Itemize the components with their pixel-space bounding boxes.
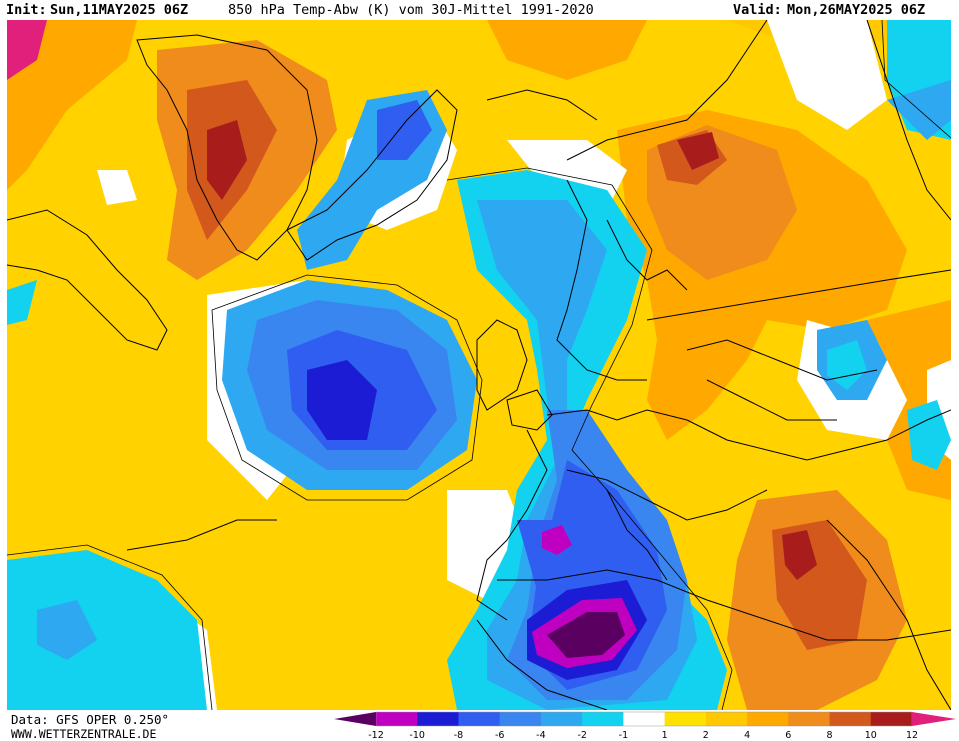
coastlines	[7, 20, 951, 710]
colorbar-tick-label: -12	[368, 730, 384, 741]
colorbar-tick-label: -2	[577, 730, 587, 741]
data-source: Data: GFS OPER 0.250°	[11, 712, 170, 727]
colorbar-low-end	[334, 712, 376, 726]
colorbar-bin	[664, 712, 707, 726]
map-footer: Data: GFS OPER 0.250° WWW.WETTERZENTRALE…	[0, 710, 959, 741]
colorbar-tick-label: 8	[826, 730, 833, 741]
colorbar-tick-label: 4	[744, 730, 751, 741]
map-title: 850 hPa Temp-Abw (K) vom 30J-Mittel 1991…	[228, 2, 594, 18]
colorbar-tick-label: -8	[453, 730, 464, 741]
colorbar-bin	[623, 712, 665, 726]
colorbar-tick-label: 2	[702, 730, 709, 741]
colorbar-bin	[417, 712, 459, 726]
zero-contours	[7, 20, 951, 710]
colorbar-high-end	[912, 712, 956, 726]
colorbar-bin	[499, 712, 542, 726]
colorbar-bin	[540, 712, 583, 726]
colorbar-tick-label: -10	[409, 730, 425, 741]
colorbar-tick-label: -4	[536, 730, 546, 741]
map-canvas	[7, 20, 951, 710]
valid-time: Mon,26MAY2025 06Z	[787, 2, 926, 18]
colorbar-tick-label: 1	[661, 730, 668, 741]
anomaly-map	[7, 20, 951, 710]
colorbar-bin	[870, 712, 913, 726]
colorbar-tick-label: 12	[905, 730, 919, 741]
colorbar-bin	[747, 712, 789, 726]
map-header: Init: Sun,11MAY2025 06Z 850 hPa Temp-Abw…	[0, 0, 959, 20]
valid-label: Valid:	[733, 2, 782, 18]
colorbar-tick-label: -6	[494, 730, 505, 741]
colorbar-bin	[458, 712, 500, 726]
colorbar-tick-label: 10	[864, 730, 877, 741]
colorbar-bin	[376, 712, 418, 726]
colorbar-bin	[829, 712, 872, 726]
colorbar-tick-label: -1	[618, 730, 629, 741]
website-credit: WWW.WETTERZENTRALE.DE	[11, 727, 157, 741]
colorbar	[334, 711, 956, 727]
init-time: Sun,11MAY2025 06Z	[50, 2, 189, 18]
cold-anomaly-layer	[7, 20, 951, 710]
warm-anomaly-layer	[7, 20, 951, 710]
colorbar-bin	[788, 712, 830, 726]
colorbar-bin	[582, 712, 624, 726]
colorbar-bin	[705, 712, 748, 726]
init-label: Init:	[6, 2, 47, 18]
colorbar-tick-label: 6	[785, 730, 792, 741]
